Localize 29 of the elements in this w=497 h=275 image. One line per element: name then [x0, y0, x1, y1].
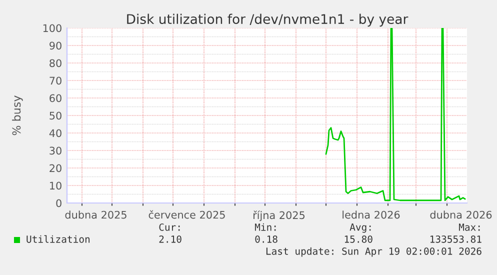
y-tick-label: 50 [50, 112, 62, 120]
text: 15.80 [344, 235, 372, 243]
text: Avg: [350, 224, 371, 233]
text: 0.18 [255, 235, 278, 243]
x-tick-label: dubna 2026 [430, 210, 492, 219]
chart-title: Disk utilization for /dev/nvme1n1 - by year [127, 14, 408, 27]
x-tick-label: července 2025 [148, 210, 225, 219]
x-tick-label: dubna 2025 [65, 210, 126, 219]
y-axis-title: % busy [12, 96, 23, 136]
y-tick-label: 40 [49, 129, 62, 138]
y-tick-label: 90 [50, 42, 62, 50]
text: Cur: [159, 223, 180, 231]
y-tick-label: 10 [50, 182, 62, 190]
x-tick-label: října 2025 [254, 210, 305, 222]
text: 133553.81 [430, 235, 482, 243]
x-tick-label: ledna 2026 [342, 210, 400, 219]
text: Min: [254, 223, 276, 231]
y-tick-label: 30 [50, 146, 62, 155]
y-tick-label: 60 [50, 94, 62, 102]
text: Last update: Sun Apr 19 02:00:01 2026 [266, 247, 482, 257]
y-tick-label: 70 [50, 76, 62, 85]
line-series [325, 28, 466, 202]
y-tick-label: 20 [50, 164, 62, 172]
text: 2.10 [159, 235, 182, 243]
text: Max: [458, 224, 480, 231]
y-tick-label: 100 [43, 24, 62, 32]
y-tick-label: 80 [50, 59, 62, 68]
legend-label: Utilization [26, 235, 90, 243]
y-tick-label: 0 [56, 199, 62, 208]
